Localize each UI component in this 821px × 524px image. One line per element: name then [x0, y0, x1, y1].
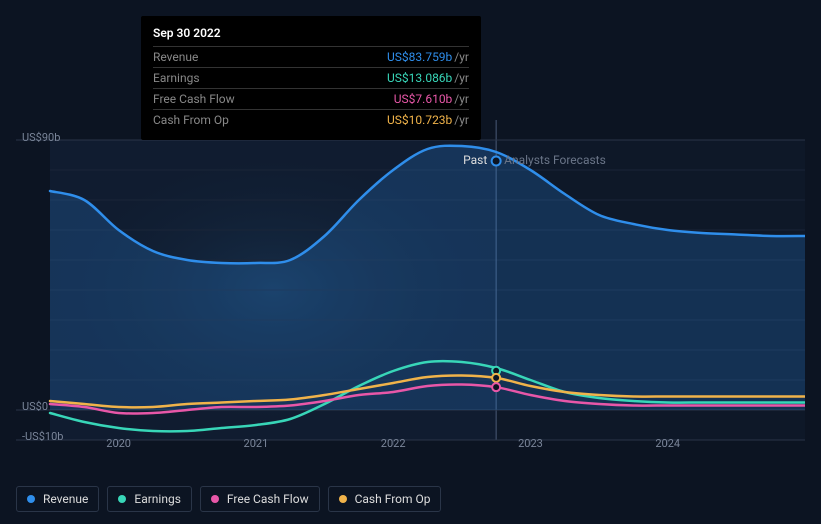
- legend-item-earnings[interactable]: Earnings: [107, 486, 192, 512]
- legend-dot-icon: [339, 495, 347, 503]
- tooltip-row: Earnings US$13.086b/yr: [153, 67, 469, 88]
- x-axis-label: 2022: [381, 437, 406, 450]
- legend: Revenue Earnings Free Cash Flow Cash From O…: [16, 486, 441, 512]
- tooltip-row-label: Cash From Op: [153, 113, 229, 127]
- legend-item-cash-from-op[interactable]: Cash From Op: [328, 486, 442, 512]
- tooltip-row-value: US$13.086b/yr: [387, 71, 469, 85]
- tooltip-row-value: US$83.759b/yr: [387, 50, 469, 64]
- legend-item-revenue[interactable]: Revenue: [16, 486, 99, 512]
- tooltip-row: Revenue US$83.759b/yr: [153, 46, 469, 67]
- x-axis-label: 2021: [244, 437, 269, 450]
- y-axis-label: -US$10b: [22, 430, 63, 443]
- legend-label: Free Cash Flow: [227, 492, 309, 506]
- x-axis-label: 2020: [106, 437, 131, 450]
- legend-label: Cash From Op: [355, 492, 431, 506]
- tooltip-row-label: Revenue: [153, 50, 198, 64]
- tooltip-row-label: Free Cash Flow: [153, 92, 235, 106]
- tooltip-row-value: US$7.610b/yr: [394, 92, 469, 106]
- x-axis-label: 2024: [655, 437, 680, 450]
- tooltip-date: Sep 30 2022: [153, 26, 469, 40]
- tooltip: Sep 30 2022 Revenue US$83.759b/yr Earnings…: [141, 16, 481, 140]
- y-axis-label: US$0: [22, 400, 48, 413]
- chart[interactable]: Past Analysts Forecasts US$90b US$0 -US$10…: [16, 120, 805, 450]
- forecast-label: Analysts Forecasts: [504, 153, 606, 167]
- legend-dot-icon: [27, 495, 35, 503]
- legend-dot-icon: [118, 495, 126, 503]
- tooltip-row: Cash From Op US$10.723b/yr: [153, 109, 469, 130]
- tooltip-row-label: Earnings: [153, 71, 200, 85]
- tooltip-row-value: US$10.723b/yr: [387, 113, 469, 127]
- legend-label: Earnings: [134, 492, 181, 506]
- x-axis-label: 2023: [518, 437, 543, 450]
- past-label: Past: [463, 153, 487, 167]
- legend-dot-icon: [211, 495, 219, 503]
- tooltip-row: Free Cash Flow US$7.610b/yr: [153, 88, 469, 109]
- legend-label: Revenue: [43, 492, 88, 506]
- legend-item-free-cash-flow[interactable]: Free Cash Flow: [200, 486, 320, 512]
- y-axis-label: US$90b: [22, 131, 60, 144]
